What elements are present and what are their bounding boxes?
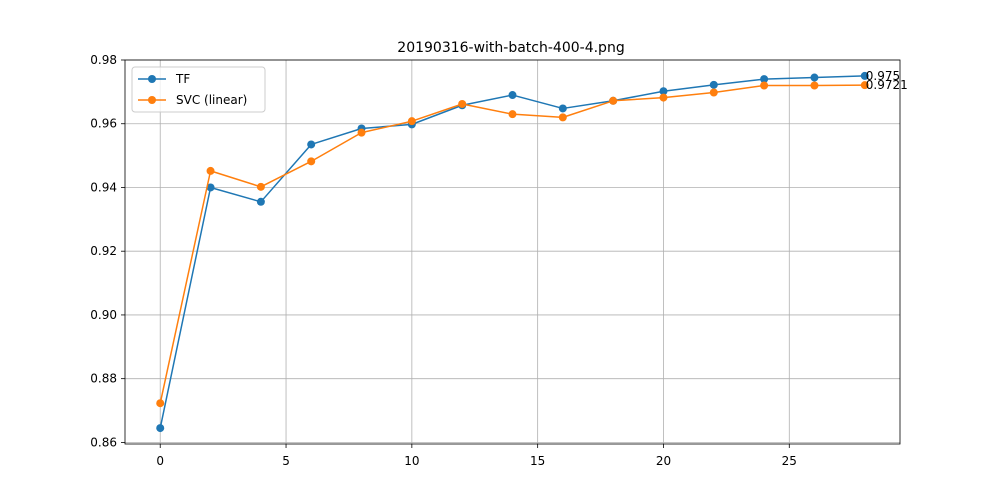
data-point xyxy=(659,93,668,102)
data-point xyxy=(659,87,668,96)
x-tick-label: 5 xyxy=(282,454,290,468)
x-axis: 0 5 10 15 20 25 xyxy=(156,444,797,468)
data-point xyxy=(307,157,316,166)
data-point xyxy=(860,71,869,80)
x-tick-label: 15 xyxy=(530,454,545,468)
data-point xyxy=(357,128,366,137)
y-axis: 0.86 0.88 0.90 0.92 0.94 0.96 0.98 xyxy=(90,53,125,449)
data-point xyxy=(508,110,517,119)
legend-label: SVC (linear) xyxy=(176,93,247,107)
data-point xyxy=(156,399,165,408)
legend-marker xyxy=(148,75,156,83)
data-point xyxy=(760,75,769,84)
data-point xyxy=(609,96,618,105)
data-point xyxy=(307,140,316,149)
y-tick-label: 0.94 xyxy=(90,180,117,194)
x-tick-label: 10 xyxy=(404,454,419,468)
data-point xyxy=(558,113,567,122)
data-point xyxy=(407,117,416,126)
data-point xyxy=(256,197,265,206)
y-tick-label: 0.90 xyxy=(90,308,117,322)
data-point xyxy=(760,81,769,90)
data-point xyxy=(206,183,215,192)
x-tick-label: 25 xyxy=(782,454,797,468)
y-tick-label: 0.86 xyxy=(90,435,117,449)
legend-marker xyxy=(148,96,156,104)
end-value-label: 0.9721 xyxy=(866,78,908,92)
data-point xyxy=(206,166,215,175)
plot-frame xyxy=(124,59,901,445)
y-tick-label: 0.98 xyxy=(90,53,117,67)
y-tick-label: 0.88 xyxy=(90,372,117,386)
series-group xyxy=(156,71,869,433)
data-point xyxy=(709,88,718,97)
data-point xyxy=(256,182,265,191)
data-point xyxy=(508,91,517,100)
data-point xyxy=(810,73,819,82)
data-point xyxy=(458,99,467,108)
x-tick-label: 0 xyxy=(156,454,164,468)
legend: TF SVC (linear) xyxy=(131,66,266,113)
end-value-label: 0.975 xyxy=(866,69,900,83)
data-point xyxy=(156,424,165,433)
chart-title: 20190316-with-batch-400-4.png xyxy=(397,40,624,56)
x-tick-label: 20 xyxy=(656,454,671,468)
data-point xyxy=(810,81,819,90)
legend-label: TF xyxy=(175,72,190,86)
y-tick-label: 0.92 xyxy=(90,244,117,258)
y-tick-label: 0.96 xyxy=(90,117,117,131)
data-point xyxy=(709,80,718,89)
data-point xyxy=(860,81,869,90)
data-point xyxy=(558,104,567,113)
